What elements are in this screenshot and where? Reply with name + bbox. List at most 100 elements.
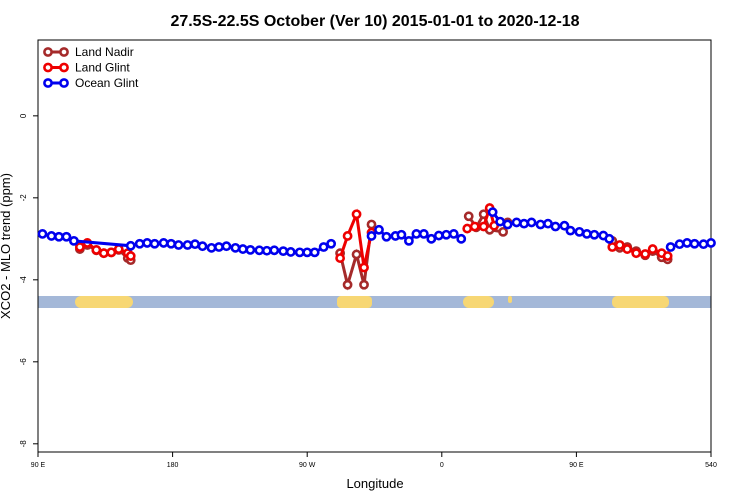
point (478, 221, 489, 232)
point (366, 231, 377, 241)
land-patch (75, 296, 133, 308)
point (125, 251, 136, 261)
point (359, 279, 369, 290)
point (469, 221, 480, 232)
point (426, 233, 437, 244)
point (565, 225, 576, 236)
point (190, 239, 200, 250)
x-tick-label: 180 (167, 462, 179, 469)
point (396, 229, 407, 240)
x-tick-label: 90 W (299, 462, 316, 469)
point (142, 238, 153, 248)
legend-marker (43, 62, 53, 73)
point (698, 239, 709, 250)
point (359, 262, 369, 273)
point (581, 229, 592, 239)
legend-marker (43, 78, 53, 88)
legend-marker (59, 78, 69, 88)
point (614, 240, 625, 250)
point (550, 221, 561, 232)
point (113, 244, 124, 254)
point (511, 217, 522, 228)
point (206, 242, 217, 253)
point (61, 231, 72, 242)
point (574, 226, 585, 237)
point (214, 242, 224, 252)
x-tick-label: 90 E (31, 462, 46, 469)
point (261, 245, 272, 256)
point (309, 247, 320, 258)
point (535, 219, 546, 230)
point (559, 220, 570, 231)
point (403, 235, 414, 246)
point (278, 246, 289, 257)
x-axis-label: Longitude (346, 476, 403, 491)
point (125, 240, 136, 251)
point (374, 224, 384, 235)
legend-marker (43, 47, 53, 57)
point (689, 238, 700, 249)
point (674, 239, 685, 250)
point (98, 248, 109, 259)
point (149, 238, 160, 249)
point (342, 279, 353, 290)
land-patch (612, 296, 669, 308)
point (463, 211, 474, 222)
y-tick-label: -8 (19, 440, 28, 448)
point (91, 244, 102, 255)
point (665, 242, 676, 252)
point (294, 247, 305, 258)
point (589, 229, 600, 240)
land-patch (337, 296, 372, 308)
point (351, 209, 362, 220)
legend-label: Land Nadir (75, 45, 134, 59)
point (254, 245, 265, 256)
point (269, 245, 280, 256)
point (433, 230, 444, 241)
point (166, 238, 177, 249)
y-axis-label: XCO2 - MLO trend (ppm) (0, 173, 13, 319)
legend-label: Ocean Glint (75, 76, 139, 90)
point (221, 241, 232, 252)
point (662, 251, 673, 261)
point (197, 241, 208, 252)
point (342, 231, 353, 241)
land-patch (508, 296, 512, 303)
y-tick-label: -2 (19, 194, 28, 202)
point (640, 249, 651, 259)
point (682, 238, 692, 248)
point (230, 242, 241, 253)
y-tick-label: 0 (19, 113, 28, 118)
point (495, 216, 506, 227)
point (441, 229, 452, 240)
point (498, 226, 509, 237)
point (37, 229, 48, 239)
point (622, 244, 633, 254)
point (158, 238, 169, 248)
point (173, 240, 184, 250)
point (74, 242, 85, 252)
point (182, 240, 193, 250)
point (543, 218, 553, 229)
ocean-strip (38, 296, 711, 308)
point (647, 244, 658, 254)
point (366, 219, 377, 230)
point (706, 238, 716, 248)
x-tick-label: 540 (705, 462, 717, 469)
point (106, 247, 117, 258)
land-patch (463, 296, 494, 308)
legend-label: Land Glint (75, 61, 130, 75)
point (604, 233, 615, 244)
point (335, 253, 346, 263)
chart-title: 27.5S-22.5S October (Ver 10) 2015-01-01 … (170, 13, 579, 30)
point (285, 247, 296, 257)
point (302, 247, 313, 258)
point (245, 244, 256, 255)
point (237, 244, 248, 254)
map-strip (38, 296, 711, 308)
point (318, 242, 329, 252)
legend-marker (59, 47, 69, 57)
x-tick-label: 90 E (569, 462, 584, 469)
point (411, 229, 422, 239)
